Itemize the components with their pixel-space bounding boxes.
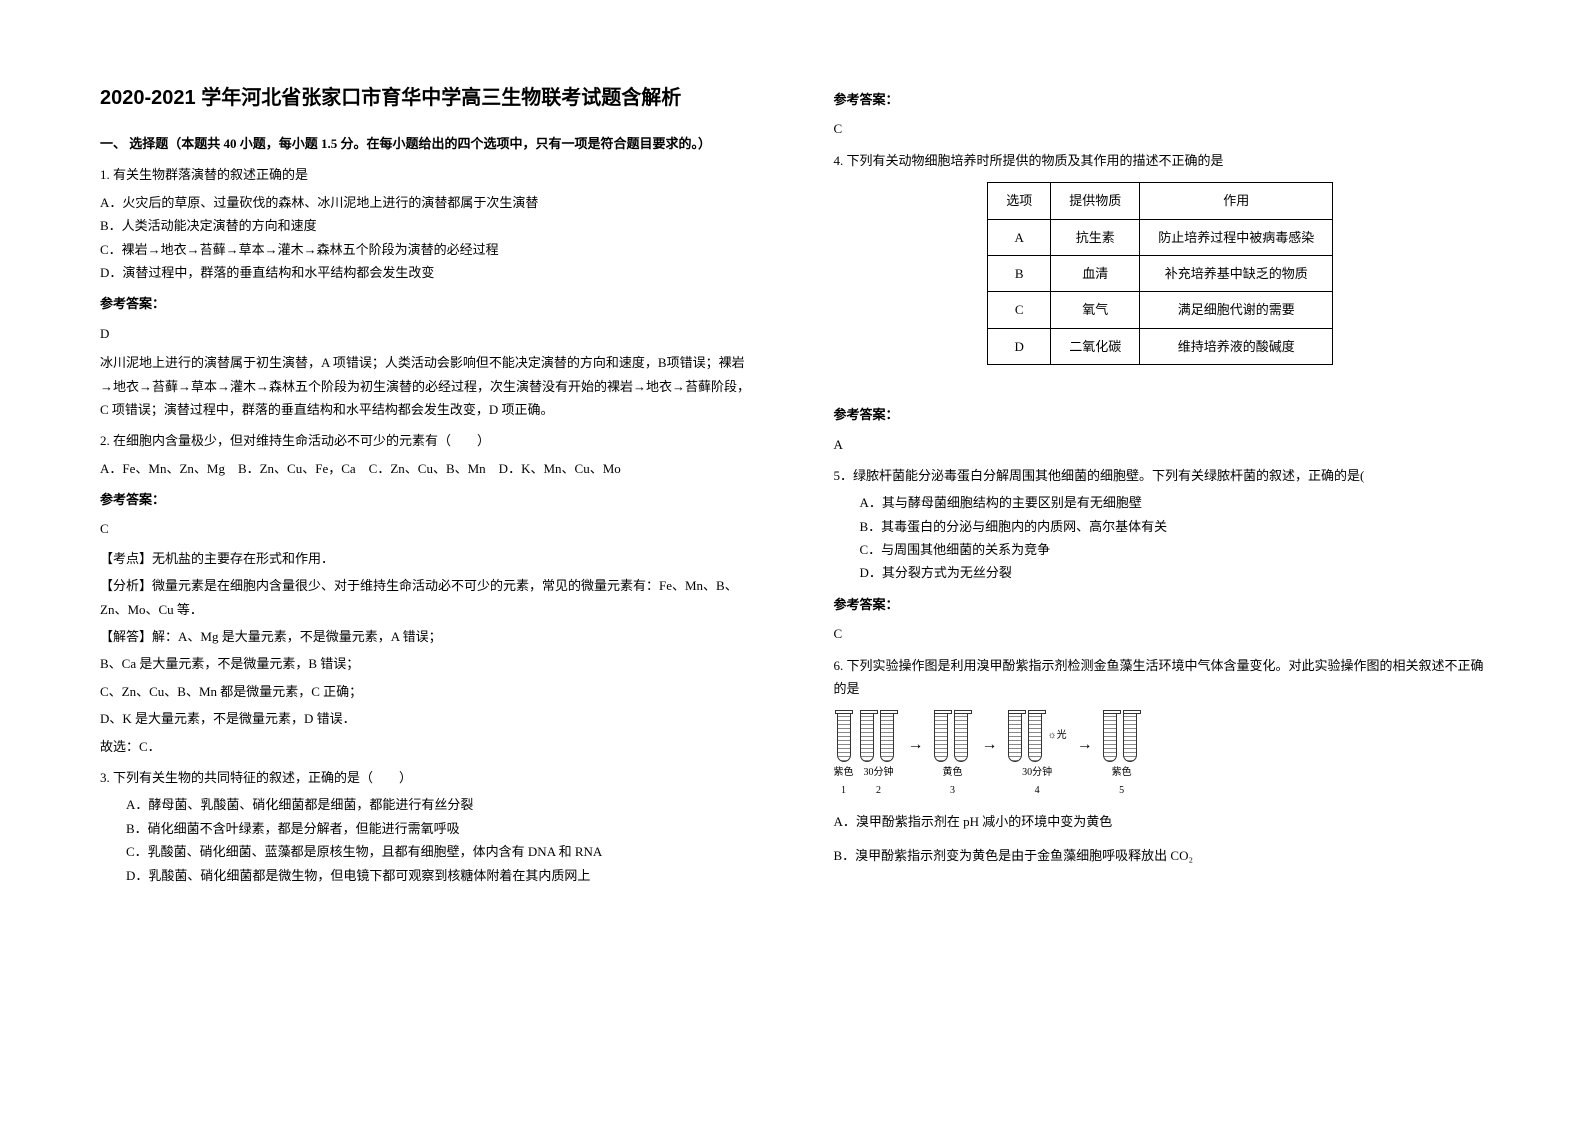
q3-stem: 3. 下列有关生物的共同特征的叙述，正确的是（ ） bbox=[100, 766, 754, 789]
light-icon: ☼光 bbox=[1048, 727, 1067, 745]
tube-num: 5 bbox=[1119, 782, 1124, 800]
cell: A bbox=[988, 219, 1051, 255]
cell: 二氧化碳 bbox=[1051, 328, 1140, 364]
q1-opt-d: D．演替过程中，群落的垂直结构和水平结构都会发生改变 bbox=[100, 261, 754, 284]
cell: 补充培养基中缺乏的物质 bbox=[1140, 255, 1333, 291]
exam-title: 2020-2021 学年河北省张家口市育华中学高三生物联考试题含解析 bbox=[100, 80, 754, 116]
arrow-icon: → bbox=[1073, 731, 1097, 760]
q5-ans: C bbox=[834, 622, 1488, 645]
arrow-icon: → bbox=[978, 731, 1002, 760]
q1-ans-label: 参考答案： bbox=[100, 292, 754, 315]
q6-stem: 6. 下列实验操作图是利用溴甲酚紫指示剂检测金鱼藻生活环境中气体含量变化。对此实… bbox=[834, 654, 1488, 701]
cell: 维持培养液的酸碱度 bbox=[1140, 328, 1333, 364]
q2-ans-label: 参考答案： bbox=[100, 488, 754, 511]
tube-num: 2 bbox=[876, 782, 881, 800]
tube-label: 30分钟 bbox=[864, 764, 894, 782]
q3-opt-a: A．酵母菌、乳酸菌、硝化细菌都是细菌，都能进行有丝分裂 bbox=[126, 793, 754, 816]
q4-ans-label: 参考答案： bbox=[834, 403, 1488, 426]
q1-opt-c: C．裸岩→地衣→苔藓→草本→灌木→森林五个阶段为演替的必经过程 bbox=[100, 238, 754, 261]
arrow-icon: → bbox=[904, 731, 928, 760]
cell: 血清 bbox=[1051, 255, 1140, 291]
tube-label: 黄色 bbox=[943, 764, 963, 782]
q2-solve4: D、K 是大量元素，不是微量元素，D 错误． bbox=[100, 707, 754, 730]
q5-opt-a: A．其与酵母菌细胞结构的主要区别是有无细胞壁 bbox=[860, 491, 1488, 514]
th-option: 选项 bbox=[988, 183, 1051, 219]
th-substance: 提供物质 bbox=[1051, 183, 1140, 219]
cell: C bbox=[988, 292, 1051, 328]
table-row: D 二氧化碳 维持培养液的酸碱度 bbox=[988, 328, 1333, 364]
table-row: B 血清 补充培养基中缺乏的物质 bbox=[988, 255, 1333, 291]
q6-diagram: 紫色 1 30分钟 2 → 黄色 3 → ☼光 30分钟 4 bbox=[834, 710, 1488, 800]
q2-solve1: 【解答】解：A、Mg 是大量元素，不是微量元素，A 错误； bbox=[100, 625, 754, 648]
cell: D bbox=[988, 328, 1051, 364]
section-1-head: 一、 选择题（本题共 40 小题，每小题 1.5 分。在每小题给出的四个选项中，… bbox=[100, 132, 754, 155]
tube-2: 30分钟 2 bbox=[860, 710, 898, 800]
q4-table: 选项 提供物质 作用 A 抗生素 防止培养过程中被病毒感染 B 血清 补充培养基… bbox=[987, 182, 1333, 365]
q3-opt-c: C．乳酸菌、硝化细菌、蓝藻都是原核生物，且都有细胞壁，体内含有 DNA 和 RN… bbox=[126, 840, 754, 863]
table-row: 选项 提供物质 作用 bbox=[988, 183, 1333, 219]
cell: 满足细胞代谢的需要 bbox=[1140, 292, 1333, 328]
q1-stem: 1. 有关生物群落演替的叙述正确的是 bbox=[100, 163, 754, 186]
q1-opt-b: B．人类活动能决定演替的方向和速度 bbox=[100, 214, 754, 237]
q2-ans: C bbox=[100, 517, 754, 540]
q2-exam: 【考点】无机盐的主要存在形式和作用． bbox=[100, 547, 754, 570]
tube-label: 紫色 bbox=[834, 764, 854, 782]
right-column: 参考答案： C 4. 下列有关动物细胞培养时所提供的物质及其作用的描述不正确的是… bbox=[834, 80, 1488, 1082]
q2-solve5: 故选：C． bbox=[100, 735, 754, 758]
tube-3: 黄色 3 bbox=[934, 710, 972, 800]
tube-num: 4 bbox=[1035, 782, 1040, 800]
q4-ans: A bbox=[834, 433, 1488, 456]
cell: 抗生素 bbox=[1051, 219, 1140, 255]
q5-ans-label: 参考答案： bbox=[834, 593, 1488, 616]
q1-explain: 冰川泥地上进行的演替属于初生演替，A 项错误；人类活动会影响但不能决定演替的方向… bbox=[100, 351, 754, 421]
left-column: 2020-2021 学年河北省张家口市育华中学高三生物联考试题含解析 一、 选择… bbox=[100, 80, 754, 1082]
tube-5: 紫色 5 bbox=[1103, 710, 1141, 800]
tube-label: 30分钟 bbox=[1022, 764, 1052, 782]
q2-solve3: C、Zn、Cu、B、Mn 都是微量元素，C 正确； bbox=[100, 680, 754, 703]
q5-opt-c: C．与周围其他细菌的关系为竞争 bbox=[860, 538, 1488, 561]
tube-label: 紫色 bbox=[1112, 764, 1132, 782]
q6-opt-a: A．溴甲酚紫指示剂在 pH 减小的环境中变为黄色 bbox=[834, 810, 1488, 833]
q2-opts: A．Fe、Mn、Zn、Mg B．Zn、Cu、Fe，Ca C．Zn、Cu、B、Mn… bbox=[100, 457, 754, 480]
q5-stem: 5．绿脓杆菌能分泌毒蛋白分解周围其他细菌的细胞壁。下列有关绿脓杆菌的叙述，正确的… bbox=[834, 464, 1488, 487]
cell: 氧气 bbox=[1051, 292, 1140, 328]
cell: 防止培养过程中被病毒感染 bbox=[1140, 219, 1333, 255]
q3-ans-label: 参考答案： bbox=[834, 88, 1488, 111]
q2-analysis: 【分析】微量元素是在细胞内含量很少、对于维持生命活动必不可少的元素，常见的微量元… bbox=[100, 574, 754, 621]
q2-solve2: B、Ca 是大量元素，不是微量元素，B 错误； bbox=[100, 652, 754, 675]
cell: B bbox=[988, 255, 1051, 291]
light-label: 光 bbox=[1057, 730, 1067, 741]
table-row: C 氧气 满足细胞代谢的需要 bbox=[988, 292, 1333, 328]
q3-ans: C bbox=[834, 117, 1488, 140]
tube-num: 1 bbox=[841, 782, 846, 800]
q3-opt-b: B．硝化细菌不含叶绿素，都是分解者，但能进行需氧呼吸 bbox=[126, 817, 754, 840]
th-effect: 作用 bbox=[1140, 183, 1333, 219]
q4-stem: 4. 下列有关动物细胞培养时所提供的物质及其作用的描述不正确的是 bbox=[834, 149, 1488, 172]
table-row: A 抗生素 防止培养过程中被病毒感染 bbox=[988, 219, 1333, 255]
q2-stem: 2. 在细胞内含量极少，但对维持生命活动必不可少的元素有（ ） bbox=[100, 429, 754, 452]
q3-opt-d: D．乳酸菌、硝化细菌都是微生物，但电镜下都可观察到核糖体附着在其内质网上 bbox=[126, 864, 754, 887]
q6-opt-b: B．溴甲酚紫指示剂变为黄色是由于金鱼藻细胞呼吸释放出 CO₂ bbox=[834, 844, 1488, 867]
q1-opt-a: A．火灾后的草原、过量砍伐的森林、冰川泥地上进行的演替都属于次生演替 bbox=[100, 191, 754, 214]
tube-1: 紫色 1 bbox=[834, 710, 854, 800]
q1-ans: D bbox=[100, 322, 754, 345]
q5-opt-d: D．其分裂方式为无丝分裂 bbox=[860, 561, 1488, 584]
q5-opt-b: B．其毒蛋白的分泌与细胞内的内质网、高尔基体有关 bbox=[860, 515, 1488, 538]
tube-num: 3 bbox=[950, 782, 955, 800]
tube-4: ☼光 30分钟 4 bbox=[1008, 710, 1067, 800]
